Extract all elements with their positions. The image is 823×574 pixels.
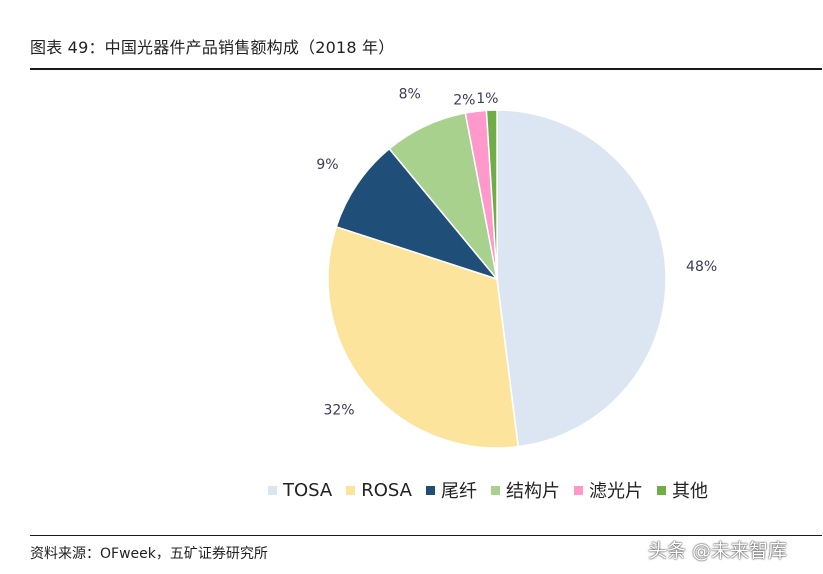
pie-slice-tosa xyxy=(496,109,667,448)
legend-swatch xyxy=(491,485,500,495)
legend-swatch xyxy=(268,485,277,495)
legend-swatch xyxy=(426,485,435,495)
data-label-tosa: 48% xyxy=(686,259,717,275)
pie-slice-rosa xyxy=(327,225,520,449)
data-label-filter: 2% xyxy=(453,92,475,108)
legend-swatch xyxy=(657,485,666,495)
legend-label: 尾纤 xyxy=(441,481,477,502)
data-label-other: 1% xyxy=(476,91,498,107)
legend-item-pigtail: 尾纤 xyxy=(426,477,477,503)
legend-item-other: 其他 xyxy=(657,477,708,503)
title-divider xyxy=(30,68,822,70)
pie-chart-svg: 48% 32% 9% 8% 2% 1% xyxy=(316,87,717,449)
legend-item-tosa: TOSA xyxy=(268,480,332,501)
data-label-rosa: 32% xyxy=(323,403,354,419)
figure-title: 图表 49：中国光器件产品销售额构成（2018 年） xyxy=(30,38,395,57)
data-label-pigtail: 9% xyxy=(316,157,338,173)
pie-chart: 48% 32% 9% 8% 2% 1% xyxy=(0,70,823,470)
legend-label: 结构片 xyxy=(506,481,560,502)
legend-swatch xyxy=(574,485,583,495)
legend-item-rosa: ROSA xyxy=(346,480,412,501)
legend-label: ROSA xyxy=(361,479,412,501)
pie-slice-pigtail xyxy=(335,147,500,281)
source-note: 资料来源：OFweek，五矿证券研究所 xyxy=(30,546,268,562)
legend-label: 滤光片 xyxy=(589,481,643,502)
legend-label: TOSA xyxy=(283,479,333,501)
watermark: 头条 @未来智库 xyxy=(648,540,788,562)
pie-slice-other xyxy=(485,109,498,280)
chart-legend: TOSA ROSA 尾纤 结构片 滤光片 其他 xyxy=(268,478,708,502)
legend-swatch xyxy=(346,485,356,495)
legend-item-structure: 结构片 xyxy=(491,477,560,503)
legend-item-filter: 滤光片 xyxy=(574,477,643,503)
footer-divider xyxy=(30,535,822,536)
legend-label: 其他 xyxy=(672,481,708,502)
data-label-structure: 8% xyxy=(399,87,421,103)
